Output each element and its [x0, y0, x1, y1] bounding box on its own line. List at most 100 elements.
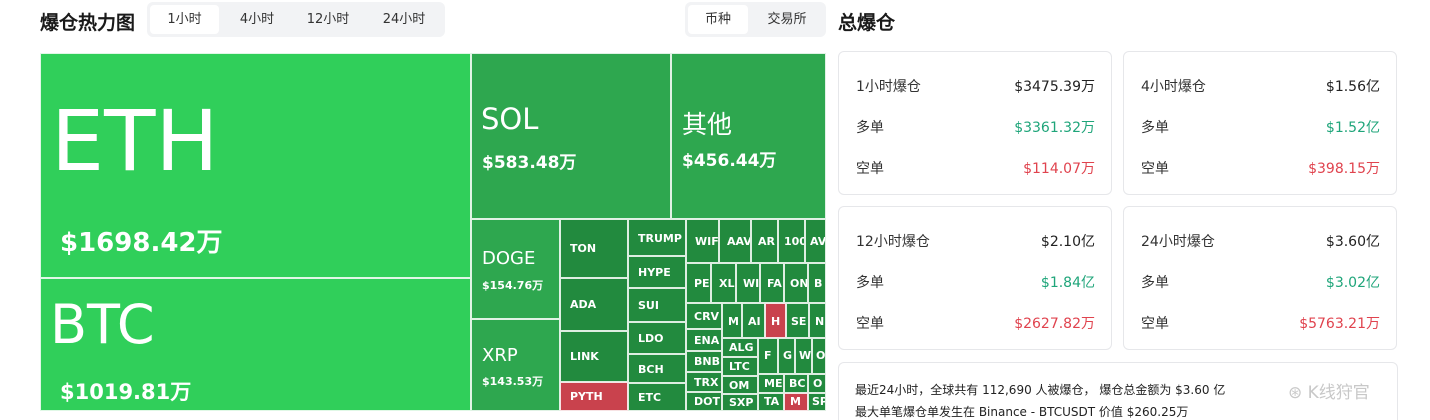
heatmap-cell-b[interactable]: B — [808, 263, 826, 303]
tab-24h[interactable]: 24小时 — [382, 12, 426, 27]
heatmap-cell-value: $1019.81万 — [60, 380, 192, 404]
heatmap-cell-symbol: M — [728, 315, 739, 328]
heatmap-cell-symbol: O — [813, 377, 823, 390]
heatmap-cell-av[interactable]: AV — [805, 219, 826, 263]
heatmap-cell-ada[interactable]: ADA — [560, 278, 628, 331]
heatmap-cell-ai[interactable]: AI — [742, 303, 765, 338]
heatmap-cell-ldo[interactable]: LDO — [628, 322, 686, 354]
heatmap-cell-doge[interactable]: DOGE $154.76万 — [471, 219, 560, 319]
heatmap-cell-aave[interactable]: AAV — [719, 219, 751, 263]
heatmap-cell-xl[interactable]: XL — [711, 263, 736, 303]
heatmap-cell-symbol: AV — [810, 235, 826, 248]
tab-12h[interactable]: 12小时 — [306, 12, 350, 27]
heatmap-cell-other[interactable]: 其他 $456.44万 — [671, 53, 826, 219]
heatmap-cell-sxp[interactable]: SXP — [722, 394, 758, 411]
heatmap-cell-o2[interactable]: O — [808, 374, 826, 393]
time-range-tabs: 1小时 4小时 12小时 24小时 — [147, 2, 445, 37]
summary-line-2: 最大单笔爆仓单发生在 Binance - BTCUSDT 价值 $260.25万 — [855, 405, 1189, 419]
heatmap-cell-ton[interactable]: TON — [560, 219, 628, 278]
heatmap-cell-dot[interactable]: DOT — [686, 392, 722, 411]
heatmap-cell-m[interactable]: M — [722, 303, 742, 338]
heatmap-cell-crv[interactable]: CRV — [686, 303, 722, 329]
heatmap-cell-ar[interactable]: AR — [751, 219, 778, 263]
heatmap-cell-f[interactable]: F — [758, 338, 778, 374]
heatmap-cell-symbol: LTC — [729, 360, 750, 373]
heatmap-cell-algo[interactable]: ALG — [722, 338, 758, 357]
heatmap-cell-ltc[interactable]: LTC — [722, 357, 758, 376]
heatmap-cell-trump[interactable]: TRUMP — [628, 219, 686, 256]
heatmap-cell-value: $143.53万 — [482, 375, 544, 388]
tab-coin[interactable]: 币种 — [688, 5, 748, 34]
heatmap-cell-sp[interactable]: SP — [808, 393, 826, 411]
heatmap-cell-symbol: SUI — [638, 299, 659, 312]
heatmap-cell-eth[interactable]: ETH $1698.42万 — [40, 53, 471, 278]
heatmap-cell-pyth[interactable]: PYTH — [560, 382, 628, 411]
heatmap-cell-n[interactable]: N — [809, 303, 826, 338]
heatmap-cell-symbol: 其他 — [682, 110, 733, 139]
heatmap-cell-hype[interactable]: HYPE — [628, 256, 686, 288]
heatmap-cell-bc[interactable]: BC — [784, 374, 808, 393]
card-short-label: 空单 — [856, 316, 884, 332]
heatmap-cell-me[interactable]: ME — [758, 374, 784, 393]
heatmap-cell-symbol: AAV — [727, 235, 751, 248]
heatmap-cell-symbol: F — [764, 349, 772, 362]
heatmap-cell-se[interactable]: SE — [786, 303, 809, 338]
heatmap-cell-value: $154.76万 — [482, 279, 544, 292]
heatmap-cell-m2[interactable]: M — [784, 393, 808, 411]
heatmap-cell-symbol: XRP — [482, 345, 518, 366]
heatmap-cell-ena[interactable]: ENA — [686, 329, 722, 351]
heatmap-cell-bnb[interactable]: BNB — [686, 351, 722, 372]
heatmap-cell-symbol: TON — [570, 242, 597, 255]
tab-exchange[interactable]: 交易所 — [767, 12, 807, 27]
card-period-label: 12小时爆仓 — [856, 234, 930, 250]
heatmap-cell-symbol: BCH — [638, 363, 664, 376]
heatmap-cell-g[interactable]: G — [778, 338, 795, 374]
heatmap-cell-symbol: LDO — [638, 332, 664, 345]
liquidation-treemap: ETH $1698.42万 BTC $1019.81万 SOL $583.48万… — [40, 53, 826, 411]
heatmap-cell-100[interactable]: 100 — [778, 219, 805, 263]
heatmap-cell-symbol: AI — [748, 315, 761, 328]
heatmap-cell-w[interactable]: W — [795, 338, 812, 374]
heatmap-cell-symbol: DOGE — [482, 248, 536, 269]
heatmap-cell-trx[interactable]: TRX — [686, 372, 722, 392]
heatmap-cell-symbol: H — [771, 315, 781, 328]
card-period-label: 4小时爆仓 — [1141, 79, 1206, 95]
heatmap-cell-etc[interactable]: ETC — [628, 383, 686, 411]
tab-1h[interactable]: 1小时 — [150, 5, 219, 34]
heatmap-cell-xrp[interactable]: XRP $143.53万 — [471, 319, 560, 411]
heatmap-cell-wif[interactable]: WIF — [686, 219, 719, 263]
card-total-value: $3.60亿 — [1325, 234, 1380, 250]
heatmap-cell-sui[interactable]: SUI — [628, 288, 686, 322]
view-tabs: 币种 交易所 — [685, 2, 826, 37]
heatmap-cell-link[interactable]: LINK — [560, 331, 628, 382]
heatmap-cell-symbol: OM — [729, 379, 750, 392]
heatmap-cell-symbol: 100 — [784, 235, 805, 248]
card-period-label: 1小时爆仓 — [856, 79, 921, 95]
tab-4h[interactable]: 4小时 — [239, 12, 275, 27]
heatmap-cell-bch[interactable]: BCH — [628, 354, 686, 383]
card-total-value: $1.56亿 — [1325, 79, 1380, 95]
card-long-label: 多单 — [856, 120, 884, 136]
heatmap-cell-on[interactable]: ON — [784, 263, 808, 303]
heatmap-cell-symbol: ME — [764, 377, 783, 390]
heatmap-cell-symbol: BNB — [694, 355, 720, 368]
heatmap-cell-symbol: LINK — [570, 350, 599, 363]
heatmap-cell-ta[interactable]: TA — [758, 393, 784, 411]
heatmap-cell-symbol: SE — [791, 315, 807, 328]
card-long-value: $1.84亿 — [1040, 275, 1095, 291]
card-total-value: $3475.39万 — [1014, 79, 1095, 95]
heatmap-cell-fa[interactable]: FA — [760, 263, 784, 303]
liquidation-card-4h: 4小时爆仓 $1.56亿 多单 $1.52亿 空单 $398.15万 — [1123, 51, 1397, 195]
card-long-label: 多单 — [1141, 120, 1169, 136]
heatmap-cell-btc[interactable]: BTC $1019.81万 — [40, 278, 471, 411]
heatmap-cell-wi[interactable]: WI — [736, 263, 760, 303]
card-short-value: $5763.21万 — [1299, 316, 1380, 332]
card-long-label: 多单 — [856, 275, 884, 291]
heatmap-cell-symbol: G — [783, 349, 793, 362]
heatmap-cell-sol[interactable]: SOL $583.48万 — [471, 53, 671, 219]
heatmap-cell-om[interactable]: OM — [722, 376, 758, 394]
heatmap-cell-value: $1698.42万 — [60, 228, 223, 258]
heatmap-cell-o[interactable]: O — [812, 338, 826, 374]
heatmap-cell-pe[interactable]: PE — [686, 263, 711, 303]
heatmap-cell-h[interactable]: H — [765, 303, 786, 338]
